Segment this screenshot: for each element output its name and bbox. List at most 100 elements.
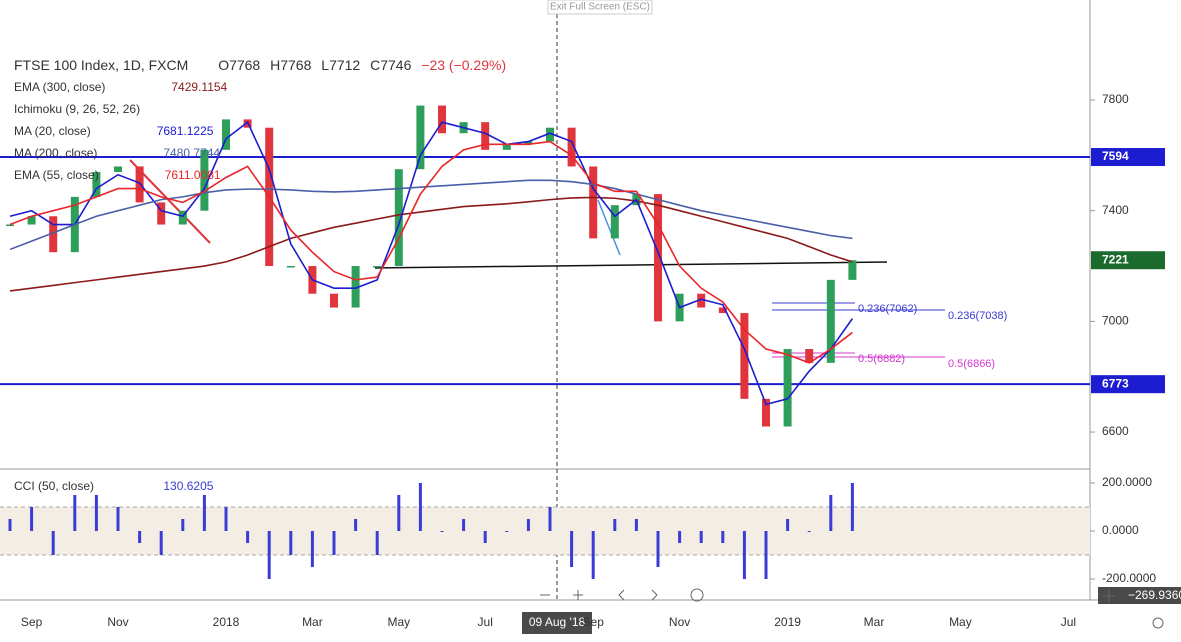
cci-bar — [224, 506, 228, 531]
fib-label: 0.5(6866) — [948, 358, 996, 370]
candle — [783, 349, 792, 427]
x-tick-label: Jul — [1061, 615, 1076, 629]
settings[interactable] — [1152, 617, 1164, 629]
symbol: FTSE 100 Index, 1D, FXCM — [14, 57, 189, 73]
candle — [178, 210, 187, 225]
x-tick-label: Mar — [864, 615, 885, 629]
cci-bar — [613, 518, 617, 531]
candle — [114, 166, 122, 172]
cci-bar — [656, 530, 660, 568]
cci-bar — [591, 530, 595, 580]
change: −23 (−0.29%) — [421, 57, 507, 73]
candle — [330, 293, 338, 308]
trend-line — [374, 261, 888, 269]
close: C7746 — [370, 57, 412, 73]
cci-bar — [181, 518, 185, 531]
cci-bar — [829, 494, 833, 531]
cci-bar — [548, 506, 552, 531]
reset[interactable] — [690, 588, 704, 602]
cci-bar — [505, 530, 509, 532]
x-tick-label: Sep — [21, 615, 43, 629]
x-tick-label: May — [387, 615, 410, 629]
y-tick-label: 7800 — [1102, 92, 1129, 106]
indicator-legend[interactable]: Ichimoku (9, 26, 52, 26) — [14, 102, 146, 116]
y-tick-label: -200.0000 — [1102, 571, 1156, 585]
indicator-legend[interactable]: EMA (55, close) 7611.0081 — [14, 168, 227, 182]
candle — [135, 166, 144, 203]
cci-bar — [246, 530, 250, 544]
candle — [654, 194, 662, 322]
candle — [502, 144, 511, 150]
candle — [826, 279, 835, 363]
cci-bar — [8, 518, 12, 531]
cci-bar — [786, 518, 790, 531]
level-label-box — [1091, 375, 1165, 394]
cci-band — [0, 506, 1090, 556]
indicator-legend[interactable]: MA (200, close) 7480.7744 — [14, 146, 226, 160]
candle — [286, 266, 295, 268]
level-label-box — [1091, 148, 1165, 167]
fib-label: 0.236(7062) — [858, 303, 918, 315]
candle — [416, 105, 425, 170]
candle — [438, 105, 446, 134]
x-tick-label: Jul — [478, 615, 493, 629]
candle — [718, 307, 727, 314]
candle — [762, 398, 770, 427]
x-tick-label: Nov — [107, 615, 128, 629]
exit-button[interactable] — [547, 0, 653, 15]
crosshair-date: 09 Aug '18 — [529, 615, 586, 629]
y-tick-label: 6600 — [1102, 424, 1129, 438]
y-tick-label: 200.0000 — [1102, 475, 1152, 489]
x-tick-label: Sep — [583, 615, 605, 629]
cci-bar — [764, 530, 768, 580]
candle — [481, 122, 490, 150]
x-tick-label: Nov — [669, 615, 690, 629]
cci-bar — [354, 518, 358, 531]
symbol-header: FTSE 100 Index, 1D, FXCM O7768 H7768 L77… — [14, 57, 512, 73]
level-label: 7594 — [1102, 149, 1129, 163]
indicator-legend[interactable]: EMA (300, close) 7429.1154 — [14, 80, 233, 94]
cci-bar — [310, 530, 314, 568]
cci-bar — [570, 530, 574, 568]
cci-bar — [742, 530, 746, 580]
low: L7712 — [321, 57, 361, 73]
crosshair-date-box — [522, 612, 592, 634]
last-price-box — [1091, 251, 1165, 270]
cci-bar — [418, 482, 422, 531]
drawn-line — [597, 199, 621, 256]
candle — [373, 266, 382, 268]
indicator-line — [9, 120, 854, 406]
fib-label: 0.236(7038) — [948, 310, 1008, 322]
cci-bar — [721, 530, 725, 544]
indicator-line — [9, 196, 853, 292]
scroll-left[interactable] — [618, 589, 625, 601]
cci-name: CCI (50, close) — [14, 479, 95, 493]
cci-bar — [30, 506, 34, 531]
crosshair-value: −269.9360 — [1128, 588, 1181, 602]
y-tick-label: 7400 — [1102, 203, 1129, 217]
candle — [805, 349, 814, 363]
cci-bar — [634, 518, 638, 531]
cci-bar — [462, 518, 466, 531]
exit-label[interactable]: Exit Full Screen (ESC) — [550, 2, 650, 13]
indicator-value: 7480.7744 — [163, 146, 221, 160]
indicator-name: EMA (300, close) — [14, 80, 106, 94]
candle — [157, 202, 166, 225]
candle — [200, 149, 209, 211]
cci-bar — [267, 530, 271, 580]
candle — [740, 313, 749, 399]
candle — [567, 127, 576, 167]
cci-bar — [483, 530, 487, 544]
candle — [351, 266, 360, 308]
cci-bar — [73, 494, 77, 531]
scroll-right[interactable] — [651, 589, 658, 601]
cci-bar — [51, 530, 55, 556]
candle — [394, 169, 403, 267]
open: O7768 — [218, 57, 261, 73]
indicator-legend[interactable]: MA (20, close) 7681.1225 — [14, 124, 219, 138]
cci-bar — [289, 530, 293, 556]
indicator-value: 7429.1154 — [171, 80, 228, 94]
cci-bar — [807, 530, 811, 532]
last-price-label: 7221 — [1102, 252, 1129, 266]
